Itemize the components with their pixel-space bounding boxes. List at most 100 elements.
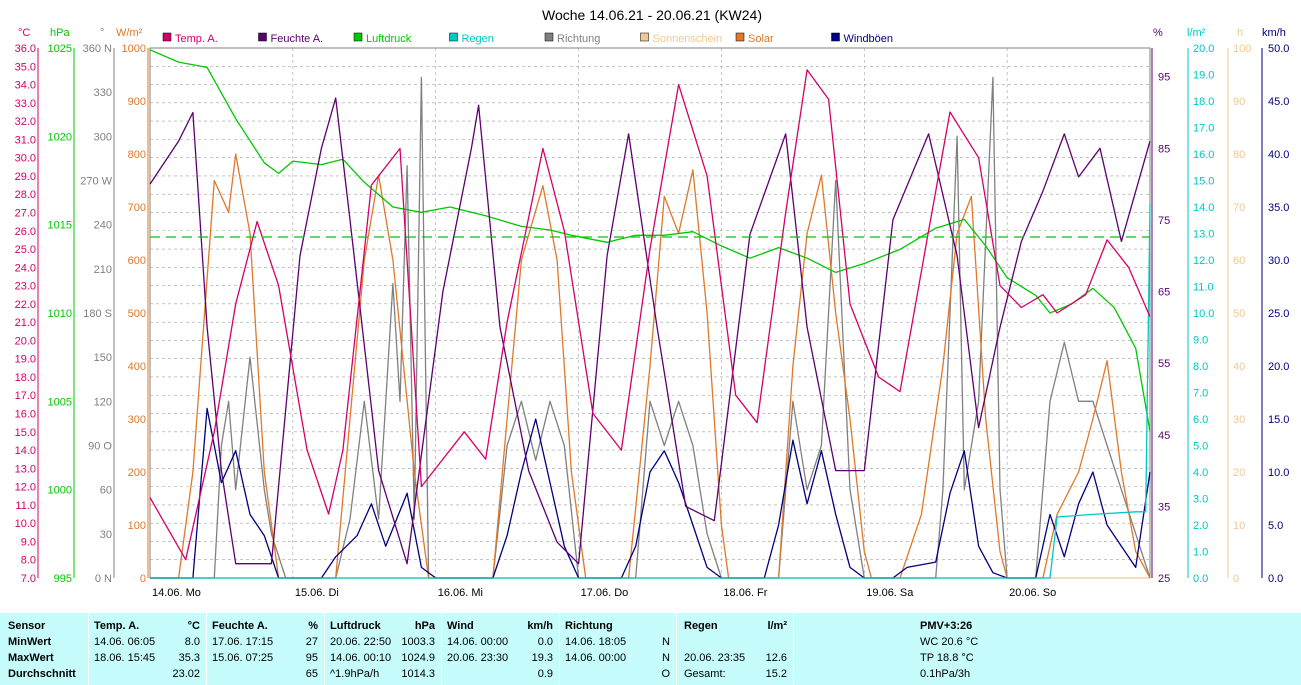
humidity-tick: 55 [1158,358,1170,370]
temp-tick: 20.0 [15,335,36,347]
direction-tick: 0 N [95,573,112,585]
pressure-tick: 995 [54,573,72,585]
legend-swatch [544,32,554,42]
rain-tick: 10.0 [1193,308,1214,320]
direction-tick: 270 W [80,176,112,188]
wind-avg-value: 0.9 [537,668,553,680]
pmv-windchill: WC 20.6 °C [920,636,979,648]
direction-max-time: 14.06. 00:00 [565,652,627,664]
chart-title: Woche 14.06.21 - 20.06.21 (KW24) [542,7,762,23]
temp-tick: 8.0 [21,555,36,567]
legend-label: Regen [462,33,494,45]
rain-tick: 18.0 [1193,96,1214,108]
stats-col-wind: Wind km/h 14.06. 00:00 0.0 20.06. 23:30 … [442,613,560,685]
wind-tick: 50.0 [1268,43,1289,55]
plot-grid [149,47,1151,579]
humidity-min-time: 17.06. 17:15 [212,636,274,648]
temp-tick: 21.0 [15,317,36,329]
legend-label: Windböen [844,33,894,45]
solar-tick: 400 [128,361,146,373]
direction-min-value: N [662,636,670,648]
rain-tick: 17.0 [1193,123,1214,135]
humidity-tick: 95 [1158,72,1170,84]
humidity-max-value: 95 [305,652,318,664]
pmv-head: PMV+3:26 [920,620,973,632]
temp-tick: 11.0 [15,500,36,512]
x-tick-label: 17.06. Do [581,587,629,599]
temp-unit-label: °C [18,27,30,39]
solar-tick: 200 [128,467,146,479]
sunshine-tick: 80 [1233,149,1245,161]
solar-tick: 0 [140,573,146,585]
direction-max-value: N [662,652,670,664]
x-tick-label: 19.06. Sa [866,587,914,599]
pressure-tick: 1010 [48,308,72,320]
rain-tick: 11.0 [1193,282,1214,294]
series-line-regen [150,204,1151,579]
wind-tick: 30.0 [1268,255,1289,267]
temp-tick: 13.0 [15,463,36,475]
direction-tick: 180 S [83,308,112,320]
x-tick-label: 14.06. Mo [152,587,201,599]
stats-label-max: MaxWert [8,652,54,664]
temp-tick: 14.0 [15,445,36,457]
rain-unit: l/m² [767,620,787,632]
wind-tick: 40.0 [1268,149,1289,161]
wind-max-time: 20.06. 23:30 [447,652,509,664]
solar-tick: 1000 [122,43,146,55]
rain-total-label: Gesamt: [684,668,726,680]
direction-min-time: 14.06. 18:05 [565,636,627,648]
temp-tick: 36.0 [15,43,36,55]
rain-tick: 3.0 [1193,494,1208,506]
pressure-avg-value: 1014.3 [401,668,435,680]
rain-max-time: 20.06. 23:35 [684,652,746,664]
rain-tick: 20.0 [1193,43,1214,55]
x-tick-label: 16.06. Mi [438,587,483,599]
rain-tick: 4.0 [1193,467,1208,479]
stats-label-avg: Durchschnitt [8,668,76,680]
rain-unit-label: l/m² [1187,27,1206,39]
temp-tick: 26.0 [15,226,36,238]
rain-tick: 13.0 [1193,229,1214,241]
stats-label-sensor: Sensor [8,620,46,632]
direction-tick: 120 [94,396,112,408]
temp-tick: 30.0 [15,153,36,165]
rain-tick: 9.0 [1193,335,1208,347]
temp-tick: 7.0 [21,573,36,585]
humidity-unit-label: % [1153,27,1163,39]
wind-unit: km/h [527,620,553,632]
temp-tick: 19.0 [15,354,36,366]
temp-tick: 25.0 [15,244,36,256]
pressure-tick: 1025 [48,43,72,55]
pressure-unit: hPa [414,620,435,632]
temp-tick: 32.0 [15,116,36,128]
legend-swatch [258,32,267,42]
wind-min-value: 0.0 [537,636,553,648]
temp-tick: 10.0 [15,518,36,530]
solar-tick: 900 [128,96,146,108]
temp-tick: 22.0 [15,299,36,311]
rain-tick: 6.0 [1193,414,1208,426]
wind-min-time: 14.06. 00:00 [447,636,509,648]
pressure-min-value: 1003.3 [401,636,435,648]
x-tick-label: 15.06. Di [295,587,339,599]
rain-tick: 15.0 [1193,176,1214,188]
x-tick-label: 20.06. So [1009,587,1056,599]
humidity-min-value: 27 [305,636,318,648]
series-line-luftdruck [149,49,1151,432]
sunshine-tick: 10 [1233,520,1245,532]
rain-tick: 7.0 [1193,388,1208,400]
stats-col-direction: Richtung 14.06. 18:05 N 14.06. 00:00 N O [560,613,677,685]
legend-label: Sonnenschein [653,33,723,45]
direction-tick: 150 [94,352,112,364]
temp-tick: 34.0 [15,80,36,92]
wind-tick: 10.0 [1268,467,1289,479]
rain-tick: 2.0 [1193,520,1208,532]
direction-tick: 300 [94,131,112,143]
pressure-head: Luftdruck [330,620,381,632]
wind-tick: 0.0 [1268,573,1283,585]
direction-tick: 210 [94,264,112,276]
temp-tick: 9.0 [21,536,36,548]
axis-units: °C hPa ° W/m² % l/m² h km/h [18,27,1286,39]
direction-head: Richtung [565,620,613,632]
